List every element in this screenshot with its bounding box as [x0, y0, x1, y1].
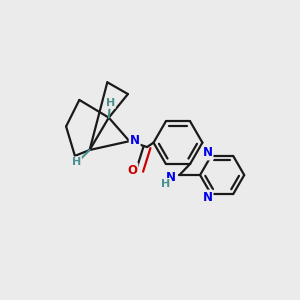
Text: H: H	[72, 158, 81, 167]
Text: O: O	[127, 164, 137, 176]
Text: N: N	[130, 134, 140, 147]
Text: H: H	[161, 179, 170, 189]
Text: N: N	[202, 190, 213, 204]
Text: N: N	[202, 146, 213, 160]
Text: H: H	[106, 98, 115, 108]
Text: N: N	[166, 171, 176, 184]
